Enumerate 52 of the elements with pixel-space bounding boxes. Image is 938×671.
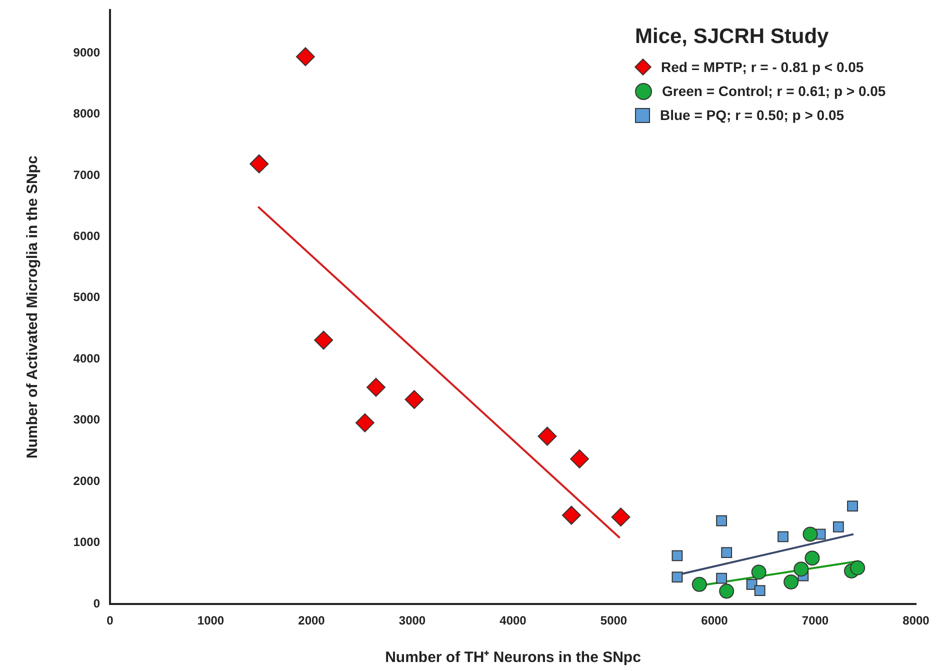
y-tick-label: 7000: [73, 168, 100, 182]
x-axis-title: Number of TH⁺ Neurons in the SNpc: [385, 649, 641, 666]
point: [716, 515, 727, 526]
x-tick-label: 2000: [298, 614, 326, 628]
point: [832, 521, 844, 532]
x-tick-label: 7000: [802, 614, 829, 628]
point: [611, 508, 630, 527]
point: [778, 531, 788, 542]
point: [296, 47, 315, 66]
legend-label: Green = Control; r = 0.61; p > 0.05: [662, 83, 886, 100]
x-tick-label: 1000: [197, 614, 224, 628]
x-tick-label: 0: [106, 614, 114, 628]
point: [751, 564, 766, 580]
x-tick-label: 4000: [500, 614, 527, 628]
point: [366, 378, 386, 397]
point: [802, 526, 818, 542]
point: [672, 550, 683, 562]
y-tick-label: 4000: [73, 351, 100, 366]
point: [754, 585, 766, 596]
y-axis-title: Number of Activated Microglia in the SNpc: [24, 156, 42, 459]
point: [250, 154, 269, 174]
point: [721, 547, 732, 558]
point: [355, 413, 374, 432]
point: [784, 574, 799, 590]
legend-label: Red = MPTP; r = - 0.81 p < 0.05: [661, 59, 864, 76]
point: [794, 562, 809, 577]
y-tick-label: 8000: [73, 106, 100, 121]
point: [538, 426, 557, 446]
point: [692, 576, 707, 592]
x-tick-label: 6000: [701, 614, 728, 628]
x-tick-label: 8000: [902, 614, 930, 628]
y-tick-label: 1000: [73, 535, 100, 550]
y-tick-label: 0: [93, 596, 100, 610]
point: [570, 449, 589, 468]
point: [404, 390, 424, 410]
point: [672, 572, 683, 583]
y-tick-label: 5000: [73, 290, 100, 304]
point: [850, 560, 866, 576]
y-tick-label: 9000: [73, 45, 100, 60]
point: [804, 550, 820, 566]
point: [847, 500, 858, 512]
point: [716, 572, 727, 584]
y-tick-label: 6000: [73, 229, 100, 244]
x-tick-label: 3000: [398, 614, 426, 628]
legend-title: Mice, SJCRH Study: [635, 25, 830, 50]
point: [719, 584, 734, 599]
y-tick-label: 3000: [73, 412, 100, 427]
y-tick-label: 2000: [73, 474, 100, 488]
point: [562, 506, 581, 525]
x-tick-label: 5000: [600, 614, 628, 628]
point: [314, 330, 334, 350]
legend-label: Blue = PQ; r = 0.50; p > 0.05: [660, 107, 844, 124]
